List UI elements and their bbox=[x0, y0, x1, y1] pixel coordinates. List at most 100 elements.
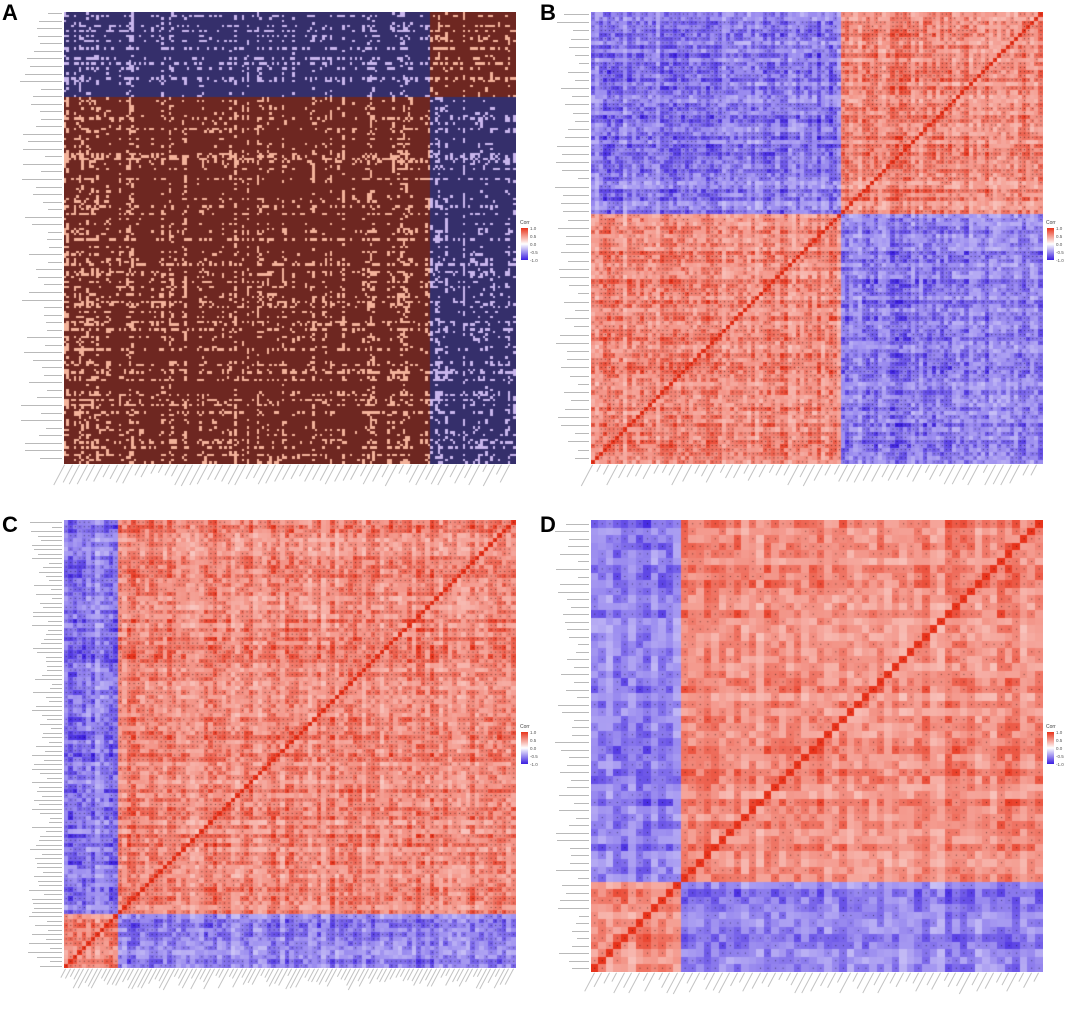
column-label bbox=[605, 464, 618, 486]
row-label bbox=[24, 907, 64, 909]
panel-c-row-labels bbox=[24, 520, 64, 968]
row-label bbox=[551, 531, 591, 533]
column-label bbox=[783, 464, 791, 476]
row-label bbox=[14, 374, 64, 376]
row-label bbox=[24, 719, 64, 721]
row-label bbox=[551, 757, 591, 759]
row-label bbox=[14, 73, 64, 75]
column-label bbox=[294, 968, 306, 988]
row-label bbox=[24, 885, 64, 887]
row-label bbox=[551, 772, 591, 774]
row-label bbox=[24, 701, 64, 703]
panel-d-row-labels bbox=[551, 520, 591, 972]
row-label bbox=[14, 81, 64, 83]
column-label bbox=[603, 464, 610, 475]
row-label bbox=[551, 900, 591, 902]
row-label bbox=[24, 652, 64, 654]
row-label bbox=[24, 813, 64, 815]
row-label bbox=[551, 457, 591, 459]
row-label bbox=[551, 930, 591, 932]
row-label bbox=[14, 246, 64, 248]
row-label bbox=[14, 329, 64, 331]
row-label bbox=[24, 961, 64, 963]
row-label bbox=[551, 561, 591, 563]
column-label bbox=[939, 464, 947, 477]
row-label bbox=[551, 712, 591, 714]
row-label bbox=[551, 576, 591, 578]
row-label bbox=[14, 442, 64, 444]
row-label bbox=[14, 171, 64, 173]
column-label bbox=[733, 464, 741, 478]
row-label bbox=[24, 777, 64, 779]
row-label bbox=[24, 835, 64, 837]
row-label bbox=[24, 616, 64, 618]
row-label bbox=[14, 457, 64, 459]
row-label bbox=[551, 614, 591, 616]
column-label bbox=[350, 464, 360, 481]
column-label bbox=[724, 464, 733, 479]
row-label bbox=[14, 194, 64, 196]
column-label bbox=[982, 464, 988, 473]
row-label bbox=[551, 285, 591, 287]
panel-c-legend: Corr 1.0 0.5 0.0 -0.5 -1.0 bbox=[520, 724, 539, 774]
panel-c-legend-title: Corr bbox=[520, 724, 530, 730]
column-label bbox=[1022, 972, 1032, 988]
row-label bbox=[551, 367, 591, 369]
panel-b-heatmap-cells bbox=[591, 12, 1043, 464]
column-label bbox=[790, 972, 799, 986]
row-label bbox=[14, 186, 64, 188]
row-label bbox=[14, 58, 64, 60]
row-label bbox=[551, 938, 591, 940]
panel-d-heatmap bbox=[591, 520, 1043, 972]
row-label bbox=[24, 768, 64, 770]
row-label bbox=[24, 867, 64, 869]
row-label bbox=[24, 920, 64, 922]
row-label bbox=[551, 584, 591, 586]
row-label bbox=[551, 659, 591, 661]
column-label bbox=[449, 464, 457, 478]
row-label bbox=[24, 661, 64, 663]
row-label bbox=[551, 832, 591, 834]
panel-a-legend-tick: -0.5 bbox=[530, 250, 538, 255]
row-label bbox=[14, 291, 64, 293]
row-label bbox=[551, 855, 591, 857]
row-label bbox=[551, 30, 591, 32]
row-label bbox=[551, 96, 591, 98]
column-label bbox=[499, 464, 510, 483]
row-label bbox=[24, 553, 64, 555]
row-label bbox=[551, 704, 591, 706]
row-label bbox=[551, 546, 591, 548]
row-label bbox=[551, 104, 591, 106]
row-label bbox=[14, 216, 64, 218]
column-label bbox=[1009, 464, 1021, 484]
row-label bbox=[24, 526, 64, 528]
row-label bbox=[551, 681, 591, 683]
row-label bbox=[551, 277, 591, 279]
column-label bbox=[743, 464, 750, 474]
panel-d-heatmap-cells bbox=[591, 520, 1043, 972]
column-label bbox=[873, 972, 882, 986]
row-label bbox=[551, 293, 591, 295]
row-label bbox=[24, 584, 64, 586]
column-label bbox=[833, 464, 840, 475]
column-label bbox=[924, 464, 930, 473]
row-label bbox=[551, 847, 591, 849]
column-label bbox=[464, 464, 473, 479]
row-label bbox=[551, 334, 591, 336]
row-label bbox=[14, 427, 64, 429]
panel-d-legend-tick: 0.5 bbox=[1056, 738, 1063, 743]
column-label bbox=[371, 464, 382, 482]
column-label bbox=[694, 464, 700, 474]
column-label bbox=[580, 464, 594, 487]
column-label bbox=[359, 464, 367, 477]
row-label bbox=[14, 20, 64, 22]
row-label bbox=[551, 764, 591, 766]
row-label bbox=[551, 227, 591, 229]
column-label bbox=[657, 972, 663, 981]
row-label bbox=[14, 397, 64, 399]
column-label bbox=[853, 972, 859, 982]
row-label bbox=[14, 352, 64, 354]
row-label bbox=[551, 651, 591, 653]
row-label bbox=[24, 589, 64, 591]
row-label bbox=[551, 46, 591, 48]
